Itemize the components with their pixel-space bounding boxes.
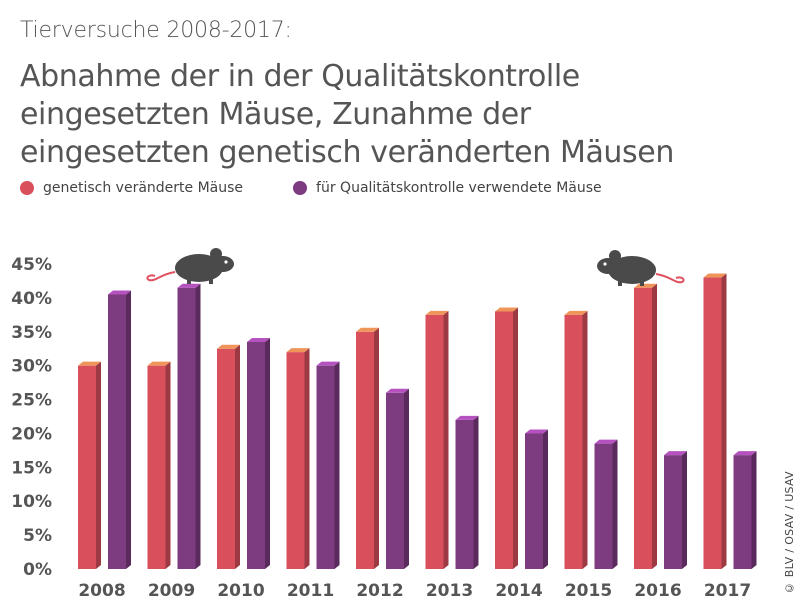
bar-side bbox=[443, 310, 449, 569]
bar-side bbox=[404, 388, 409, 569]
bar-side bbox=[721, 273, 727, 569]
bar-gm bbox=[217, 348, 235, 569]
bar-qc bbox=[664, 455, 682, 569]
bar-qc bbox=[386, 392, 404, 569]
bar-side bbox=[304, 348, 310, 569]
x-tick-label: 2009 bbox=[148, 581, 195, 600]
bar-side bbox=[751, 451, 757, 569]
bar-qc bbox=[177, 287, 196, 569]
x-tick-label: 2010 bbox=[217, 581, 264, 600]
bar-qc bbox=[733, 455, 752, 569]
bar-side bbox=[126, 290, 131, 569]
mouse-icon bbox=[146, 248, 234, 284]
bar-top bbox=[664, 451, 687, 456]
bar-top bbox=[495, 307, 518, 312]
bar-side bbox=[473, 415, 479, 569]
bar-side bbox=[265, 337, 270, 569]
bar-side bbox=[334, 361, 340, 569]
bar-gm bbox=[356, 331, 374, 569]
bar-side bbox=[513, 307, 518, 569]
bar-side bbox=[543, 429, 548, 569]
chart-title: Abnahme der in der Qualitätskontrolle ei… bbox=[20, 59, 674, 170]
legend-swatch-qc bbox=[293, 181, 308, 195]
bar-side bbox=[165, 361, 171, 569]
bar-gm bbox=[634, 287, 652, 569]
y-tick-label: 35% bbox=[11, 323, 52, 343]
bar-top bbox=[425, 310, 449, 315]
bar-side bbox=[195, 283, 201, 569]
bar-top bbox=[356, 327, 379, 332]
bar-side bbox=[612, 439, 618, 569]
bar-top bbox=[634, 283, 657, 288]
bar-top bbox=[247, 337, 270, 342]
y-tick-label: 20% bbox=[11, 424, 52, 444]
bar-gm bbox=[564, 314, 583, 569]
bar-side bbox=[374, 327, 379, 569]
x-tick-label: 2012 bbox=[356, 581, 403, 600]
x-tick-label: 2011 bbox=[287, 581, 334, 600]
bar-side bbox=[682, 451, 687, 569]
chart-subtitle: Tierversuche 2008-2017: bbox=[20, 18, 292, 43]
bar-side bbox=[96, 361, 101, 569]
legend-swatch-gm bbox=[20, 181, 34, 195]
bar-qc bbox=[594, 443, 613, 569]
bar-side bbox=[235, 344, 240, 569]
y-tick-label: 30% bbox=[11, 357, 52, 377]
x-tick-label: 2017 bbox=[704, 581, 751, 600]
x-tick-label: 2016 bbox=[634, 581, 681, 600]
bar-gm bbox=[286, 352, 305, 569]
bar-top bbox=[455, 415, 479, 420]
bar-top bbox=[525, 429, 548, 434]
bar-top bbox=[108, 290, 131, 295]
bar-top bbox=[177, 283, 201, 288]
legend-item-qc: für Qualitätskontrolle verwendete Mäuse bbox=[293, 180, 602, 196]
legend-label-gm: genetisch veränderte Mäuse bbox=[43, 180, 244, 196]
bar-top bbox=[564, 310, 588, 315]
bar-qc bbox=[108, 294, 126, 569]
bar-qc bbox=[525, 433, 543, 569]
bar-top bbox=[286, 348, 310, 353]
legend-label-qc: für Qualitätskontrolle verwendete Mäuse bbox=[316, 180, 602, 196]
bar-gm bbox=[147, 365, 166, 569]
x-tick-label: 2008 bbox=[78, 581, 125, 600]
x-tick-label: 2015 bbox=[565, 581, 612, 600]
y-tick-label: 0% bbox=[23, 560, 52, 580]
bar-qc bbox=[316, 365, 335, 569]
bar-gm bbox=[703, 277, 722, 569]
bar-gm bbox=[495, 311, 513, 569]
bar-side bbox=[652, 283, 657, 569]
legend: genetisch veränderte Mäuse für Qualitäts… bbox=[20, 180, 652, 196]
x-tick-label: 2013 bbox=[426, 581, 473, 600]
copyright-note: © BLV / OSAV / USAV bbox=[783, 470, 796, 594]
bar-side bbox=[582, 310, 588, 569]
y-tick-label: 25% bbox=[11, 391, 52, 411]
mouse-icon bbox=[597, 250, 685, 286]
bar-top bbox=[217, 344, 240, 349]
y-tick-label: 40% bbox=[11, 289, 52, 309]
bar-top bbox=[386, 388, 409, 393]
y-tick-label: 5% bbox=[23, 526, 52, 546]
bar-qc bbox=[455, 419, 474, 569]
legend-item-gm: genetisch veränderte Mäuse bbox=[20, 180, 243, 196]
bar-top bbox=[78, 361, 101, 366]
bar-top bbox=[703, 273, 727, 278]
y-tick-label: 45% bbox=[11, 255, 52, 275]
bar-top bbox=[316, 361, 340, 366]
bar-gm bbox=[425, 314, 444, 569]
y-tick-label: 15% bbox=[11, 458, 52, 478]
x-tick-label: 2014 bbox=[495, 581, 542, 600]
bar-top bbox=[594, 439, 618, 444]
bar-qc bbox=[247, 341, 265, 569]
y-tick-label: 10% bbox=[11, 492, 52, 512]
bar-gm bbox=[78, 365, 96, 569]
bar-top bbox=[733, 451, 757, 456]
bar-top bbox=[147, 361, 171, 366]
